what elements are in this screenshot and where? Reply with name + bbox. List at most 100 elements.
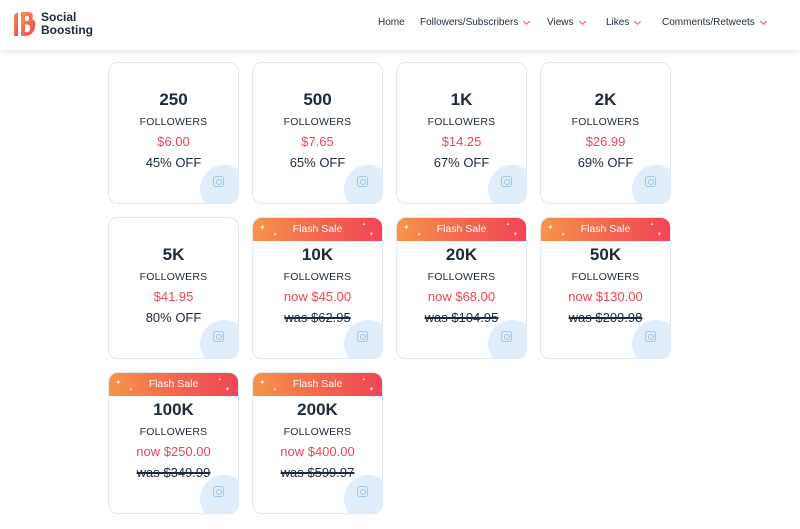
flash-sale-label: Flash Sale	[148, 378, 199, 390]
package-quantity: 20K	[445, 245, 478, 264]
package-price: $6.00	[157, 134, 190, 149]
package-card[interactable]: 250 FOLLOWERS $6.00 45% OFF	[108, 62, 239, 204]
instagram-icon	[501, 331, 512, 342]
package-unit: FOLLOWERS	[427, 271, 496, 283]
package-card[interactable]: 500 FOLLOWERS $7.65 65% OFF	[252, 62, 383, 204]
instagram-icon	[357, 486, 368, 497]
package-unit: FOLLOWERS	[283, 116, 352, 128]
sparkle-icon: ✦	[547, 223, 554, 232]
logo[interactable]: Social Boosting	[12, 9, 93, 39]
package-quantity: 5K	[162, 245, 185, 264]
chevron-down-icon	[759, 17, 767, 25]
chevron-down-icon	[634, 17, 642, 25]
instagram-icon	[645, 176, 656, 187]
original-price: was $209.98	[568, 310, 643, 325]
package-price: now $130.00	[568, 289, 643, 304]
nav-comments-retweets[interactable]: Comments/Retweets	[662, 17, 767, 28]
discount-label: 65% OFF	[289, 155, 346, 170]
sparkle-icon: ✦	[129, 387, 134, 393]
sparkle-icon: ✦	[649, 222, 654, 228]
instagram-icon	[645, 331, 656, 342]
discount-label: 45% OFF	[145, 155, 202, 170]
discount-label: 80% OFF	[145, 310, 202, 325]
chevron-down-icon	[578, 17, 586, 25]
sparkle-icon: ✦	[417, 232, 422, 238]
sparkle-icon: ✦	[259, 378, 266, 387]
flash-sale-label: Flash Sale	[436, 223, 487, 235]
package-card[interactable]: 2K FOLLOWERS $26.99 69% OFF	[540, 62, 671, 204]
package-unit: FOLLOWERS	[139, 271, 208, 283]
instagram-icon	[213, 331, 224, 342]
package-unit: FOLLOWERS	[283, 271, 352, 283]
package-quantity: 500	[303, 90, 332, 109]
package-card[interactable]: 5K FOLLOWERS $41.95 80% OFF	[108, 217, 239, 359]
sparkle-icon: ✦	[368, 387, 374, 393]
sparkle-icon: ✦	[361, 222, 366, 228]
package-quantity: 10K	[301, 245, 334, 264]
package-card[interactable]: ✦ ✦ Flash Sale ✦ ✦ 100K FOLLOWERS now $250.00 wa…	[108, 372, 239, 514]
main-nav: Home Followers/Subscribers Views Likes C…	[378, 17, 767, 28]
package-grid: 250 FOLLOWERS $6.00 45% OFF 500 FOLLOWERS $7.6…	[108, 62, 671, 522]
flash-sale-label: Flash Sale	[292, 378, 343, 390]
package-card[interactable]: ✦ ✦ Flash Sale ✦ ✦ 10K FOLLOWERS now $45.00 was …	[252, 217, 383, 359]
instagram-badge	[632, 165, 670, 203]
instagram-badge	[200, 475, 238, 513]
nav-followers-subscribers-label: Followers/Subscribers	[420, 17, 519, 28]
instagram-icon	[357, 331, 368, 342]
package-card[interactable]: ✦ ✦ Flash Sale ✦ ✦ 200K FOLLOWERS now $400.00 wa…	[252, 372, 383, 514]
sparkle-icon: ✦	[273, 232, 278, 238]
instagram-badge	[488, 165, 526, 203]
package-price: $7.65	[301, 134, 334, 149]
flash-sale-banner: ✦ ✦ Flash Sale ✦ ✦	[397, 218, 526, 241]
package-unit: FOLLOWERS	[427, 116, 496, 128]
nav-views[interactable]: Views	[547, 17, 606, 28]
flash-sale-banner: ✦ ✦ Flash Sale ✦ ✦	[253, 373, 382, 396]
package-quantity: 2K	[594, 90, 617, 109]
nav-home-label: Home	[378, 17, 405, 28]
nav-likes[interactable]: Likes	[606, 17, 662, 28]
instagram-badge	[344, 475, 382, 513]
package-price: now $45.00	[283, 289, 352, 304]
sparkle-icon: ✦	[361, 377, 366, 383]
package-quantity: 50K	[589, 245, 622, 264]
instagram-icon	[357, 176, 368, 187]
discount-label: 69% OFF	[577, 155, 634, 170]
nav-comments-retweets-label: Comments/Retweets	[662, 17, 755, 28]
original-price: was $599.97	[280, 465, 355, 480]
sparkle-icon: ✦	[505, 222, 510, 228]
nav-views-label: Views	[547, 17, 574, 28]
package-price: $14.25	[441, 134, 482, 149]
package-quantity: 100K	[153, 400, 194, 419]
sparkle-icon: ✦	[259, 223, 266, 232]
nav-followers-subscribers[interactable]: Followers/Subscribers	[420, 17, 547, 28]
brand-line-1: Social	[41, 10, 77, 24]
instagram-icon	[213, 486, 224, 497]
package-unit: FOLLOWERS	[571, 116, 640, 128]
flash-sale-banner: ✦ ✦ Flash Sale ✦ ✦	[541, 218, 670, 241]
instagram-badge	[200, 320, 238, 358]
chevron-down-icon	[523, 17, 531, 25]
package-unit: FOLLOWERS	[139, 116, 208, 128]
brand-mark-icon	[14, 12, 36, 36]
package-card[interactable]: ✦ ✦ Flash Sale ✦ ✦ 20K FOLLOWERS now $68.00 was …	[396, 217, 527, 359]
brand-line-2: Boosting	[41, 23, 93, 37]
sparkle-icon: ✦	[273, 387, 278, 393]
nav-home[interactable]: Home	[378, 17, 420, 28]
package-unit: FOLLOWERS	[139, 426, 208, 438]
package-quantity: 200K	[297, 400, 338, 419]
brand-name: Social Boosting	[41, 11, 93, 37]
package-quantity: 1K	[450, 90, 473, 109]
instagram-icon	[501, 176, 512, 187]
instagram-badge	[344, 165, 382, 203]
package-unit: FOLLOWERS	[571, 271, 640, 283]
site-header: Social Boosting Home Followers/Subscribe…	[0, 0, 800, 50]
package-unit: FOLLOWERS	[283, 426, 352, 438]
sparkle-icon: ✦	[561, 232, 566, 238]
instagram-badge	[488, 320, 526, 358]
sparkle-icon: ✦	[403, 223, 410, 232]
flash-sale-banner: ✦ ✦ Flash Sale ✦ ✦	[109, 373, 238, 396]
sparkle-icon: ✦	[115, 378, 122, 387]
package-price: $41.95	[153, 289, 194, 304]
package-card[interactable]: 1K FOLLOWERS $14.25 67% OFF	[396, 62, 527, 204]
package-card[interactable]: ✦ ✦ Flash Sale ✦ ✦ 50K FOLLOWERS now $130.00 was…	[540, 217, 671, 359]
